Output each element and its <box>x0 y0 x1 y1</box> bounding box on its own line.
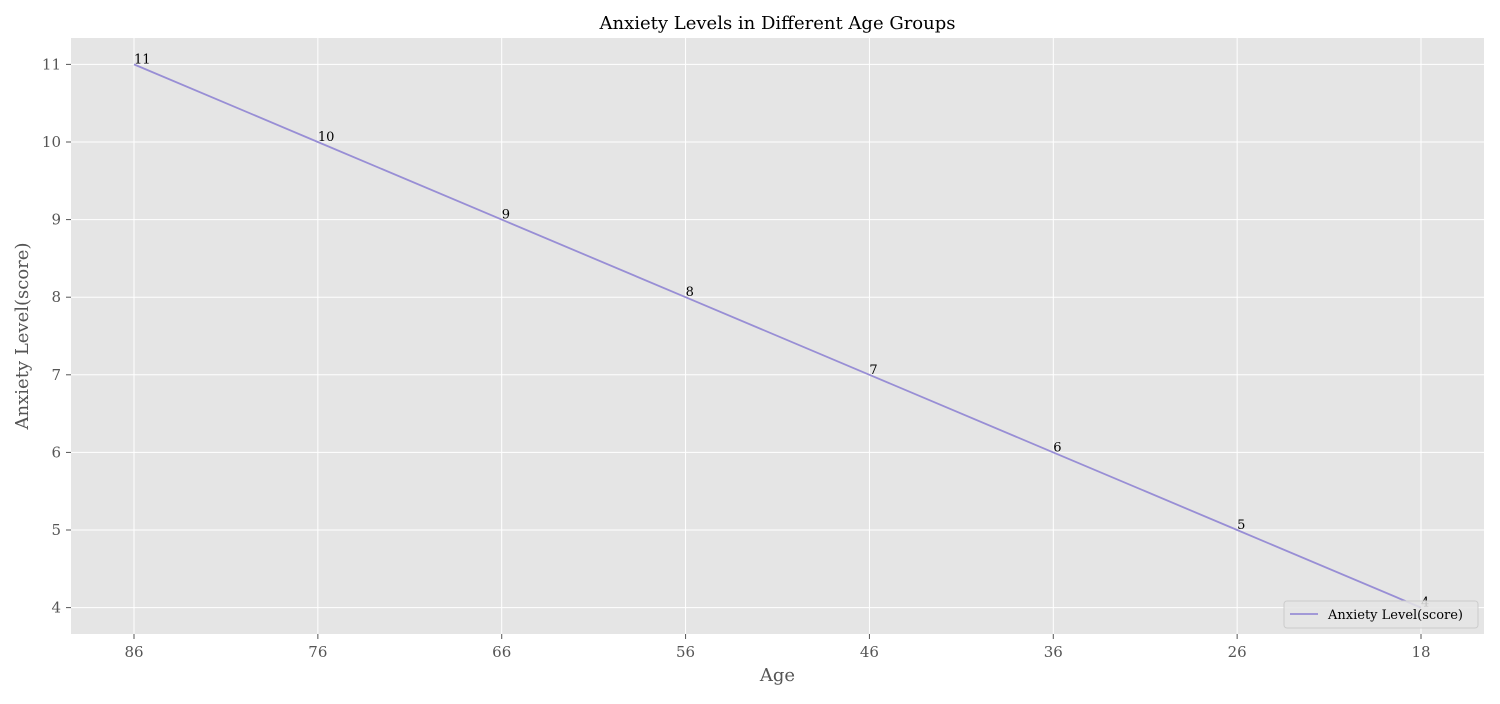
data-label: 7 <box>869 363 877 378</box>
data-label: 9 <box>502 208 510 223</box>
y-tick-label: 9 <box>51 211 61 229</box>
legend: Anxiety Level(score) <box>1283 600 1479 629</box>
legend-box <box>1283 600 1479 629</box>
series-lines <box>133 63 1422 609</box>
data-label: 8 <box>686 285 694 300</box>
data-label: 6 <box>1053 440 1061 455</box>
x-tick-label: 18 <box>1411 643 1430 661</box>
chart-title: Anxiety Levels in Different Age Groups <box>599 13 956 34</box>
x-tick-label: 86 <box>124 643 143 661</box>
series-line <box>133 63 1422 609</box>
x-axis-title: Age <box>759 665 795 686</box>
data-label: 10 <box>318 130 335 145</box>
y-tick-label: 6 <box>51 443 61 461</box>
y-tick-label: 8 <box>51 288 61 306</box>
x-tick-label: 26 <box>1228 643 1247 661</box>
y-axis-ticks: 4 5 6 7 8 9 10 11 <box>42 55 71 617</box>
data-label: 11 <box>134 52 151 67</box>
y-tick-label: 5 <box>51 521 61 539</box>
y-axis-title: Anxiety Level(score) <box>12 243 33 431</box>
y-tick-label: 4 <box>51 599 61 617</box>
x-axis-ticks: 86 76 66 56 46 36 26 18 <box>124 634 1431 661</box>
legend-label: Anxiety Level(score) <box>1327 608 1463 623</box>
y-tick-label: 10 <box>42 133 61 151</box>
y-tick-label: 11 <box>42 55 61 73</box>
x-tick-label: 76 <box>308 643 327 661</box>
x-tick-label: 56 <box>676 643 695 661</box>
grid-lines <box>71 38 1484 634</box>
y-tick-label: 7 <box>51 366 61 384</box>
x-tick-label: 66 <box>492 643 511 661</box>
x-tick-label: 46 <box>860 643 879 661</box>
x-tick-label: 36 <box>1044 643 1063 661</box>
data-label: 5 <box>1237 518 1245 533</box>
